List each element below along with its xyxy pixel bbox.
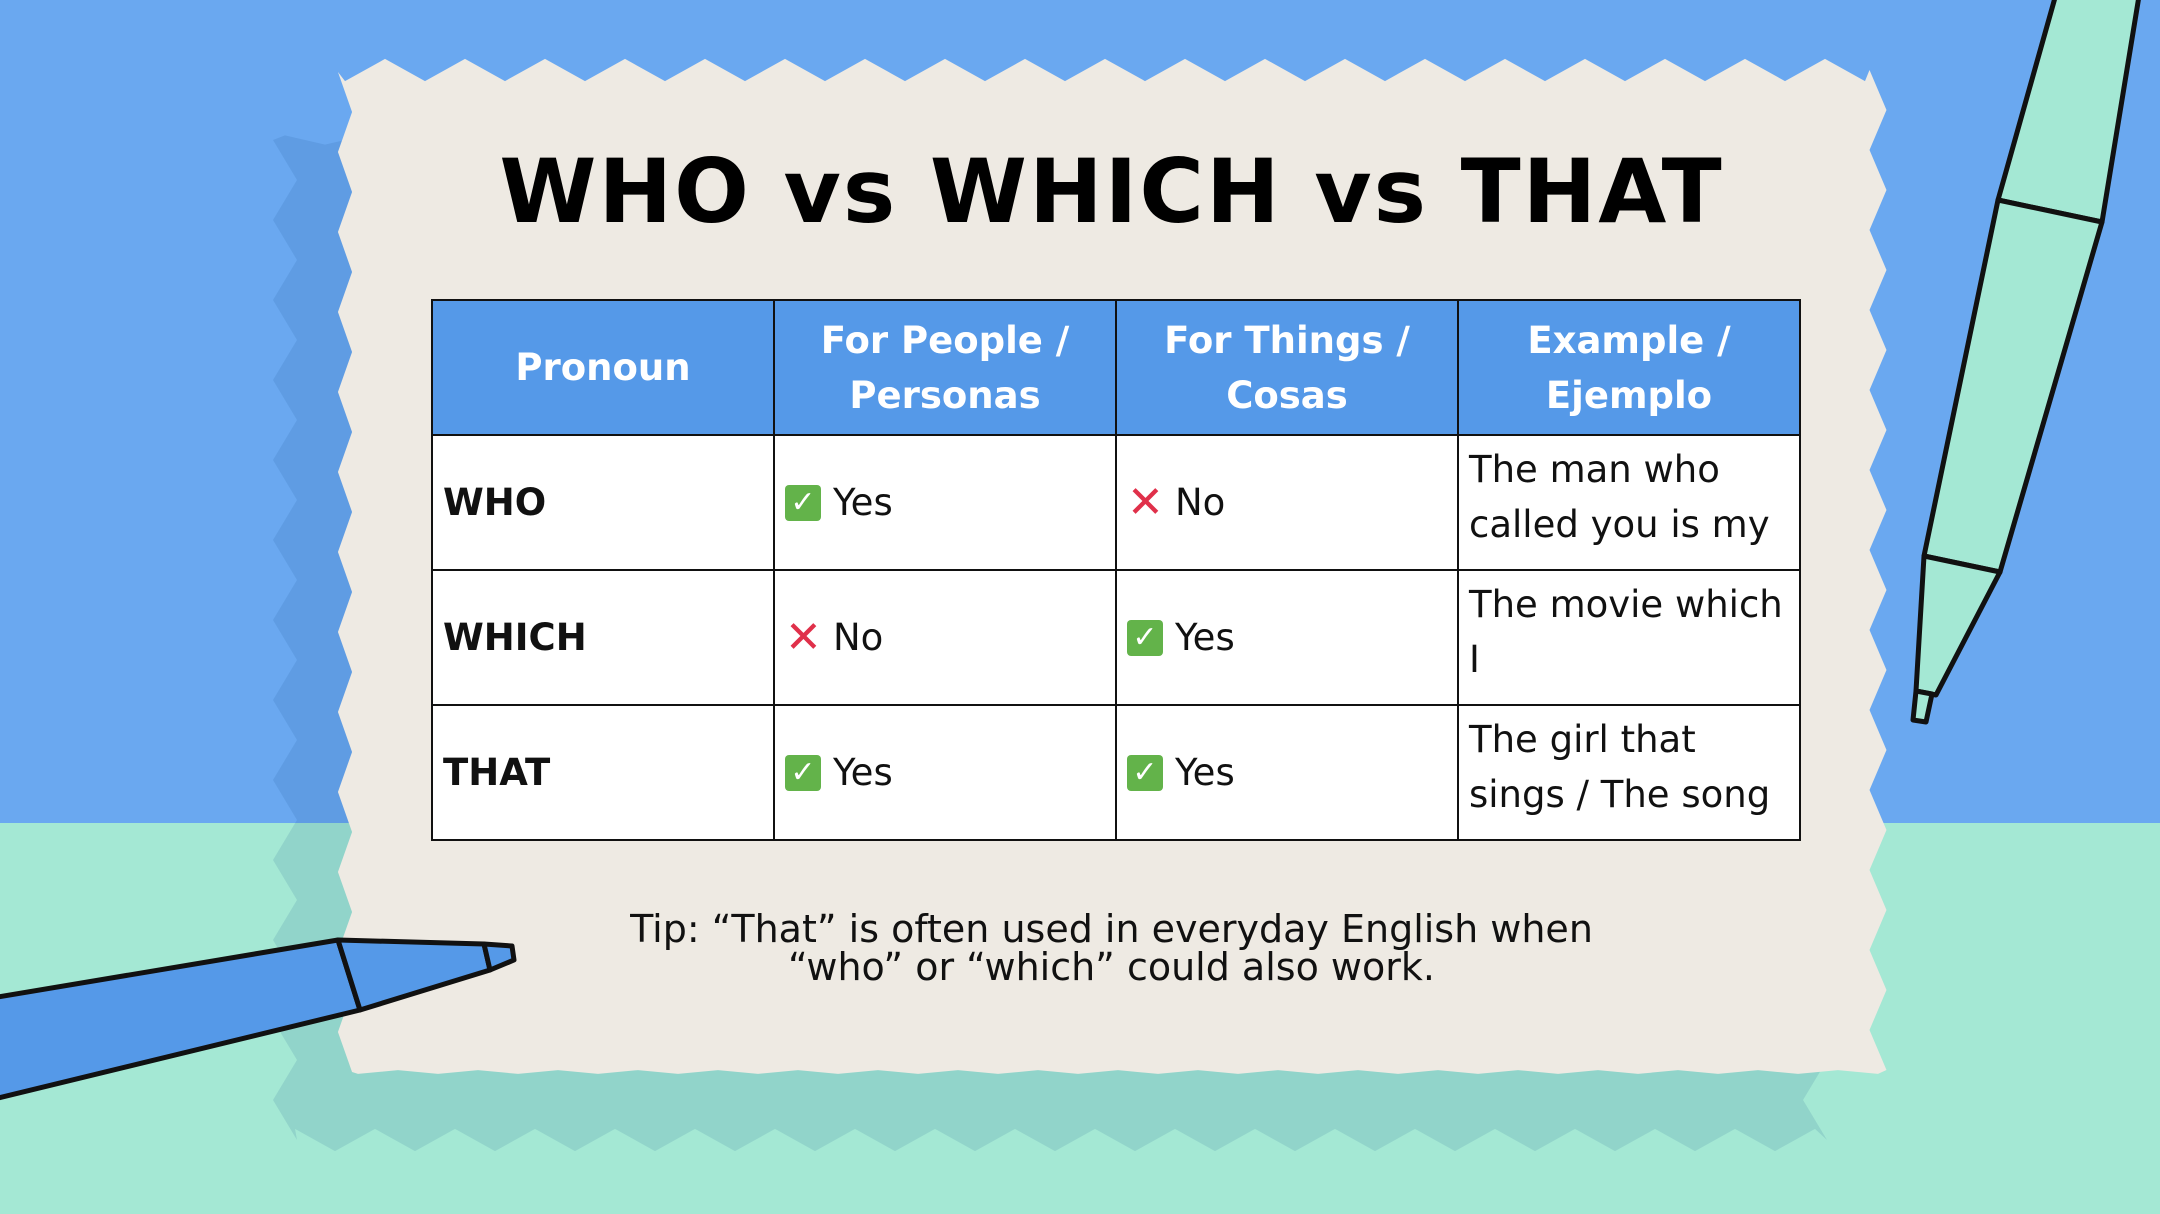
example-cell: The girl that sings / The song [1469, 718, 1771, 816]
things-cell: ✕ No [1117, 436, 1457, 569]
pronoun-cell: WHO [443, 481, 547, 524]
page-title: WHO vs WHICH vs THAT [499, 140, 1724, 243]
pen-left-icon [0, 937, 517, 1101]
check-icon: ✓ [1127, 754, 1163, 791]
people-cell: ✓ Yes [775, 436, 1115, 569]
header-things: For Things / Cosas [1115, 299, 1459, 436]
header-example: Example / Ejemplo [1457, 299, 1801, 436]
header-pronoun: Pronoun [431, 299, 775, 436]
cross-icon: ✕ [785, 611, 822, 663]
tip-line-2: “who” or “which” could also work. [788, 945, 1435, 989]
things-value: No [1175, 481, 1226, 524]
check-icon: ✓ [1127, 619, 1163, 656]
example-cell: The movie which I [1469, 583, 1783, 681]
check-icon: ✓ [785, 754, 821, 791]
cross-icon: ✕ [1127, 476, 1164, 528]
pronoun-cell: THAT [443, 751, 551, 794]
people-cell: ✕ No [775, 571, 1115, 704]
table-row: WHICH ✕ No ✓ Yes The movie which I [431, 569, 1801, 706]
check-icon: ✓ [785, 484, 821, 521]
tip-text: Tip: “That” is often used in everyday En… [335, 910, 1888, 986]
example-cell: The man who called you is my [1469, 448, 1770, 546]
table-header-row: Pronoun For People / Personas For Things… [431, 299, 1801, 436]
people-value: Yes [833, 481, 893, 524]
people-cell: ✓ Yes [775, 706, 1115, 839]
tip-line-1: Tip: “That” is often used in everyday En… [630, 907, 1593, 951]
things-value: Yes [1175, 616, 1235, 659]
things-value: Yes [1175, 751, 1235, 794]
header-people: For People / Personas [773, 299, 1117, 436]
things-cell: ✓ Yes [1117, 706, 1457, 839]
things-cell: ✓ Yes [1117, 571, 1457, 704]
table-row: WHO ✓ Yes ✕ No The man who called you is my [431, 434, 1801, 571]
table-row: THAT ✓ Yes ✓ Yes The girl that sings / The so… [431, 704, 1801, 841]
pen-right-icon [1910, 0, 2141, 725]
pronoun-cell: WHICH [443, 616, 587, 659]
pronoun-table: Pronoun For People / Personas For Things… [431, 299, 1801, 841]
people-value: Yes [833, 751, 893, 794]
people-value: No [833, 616, 884, 659]
